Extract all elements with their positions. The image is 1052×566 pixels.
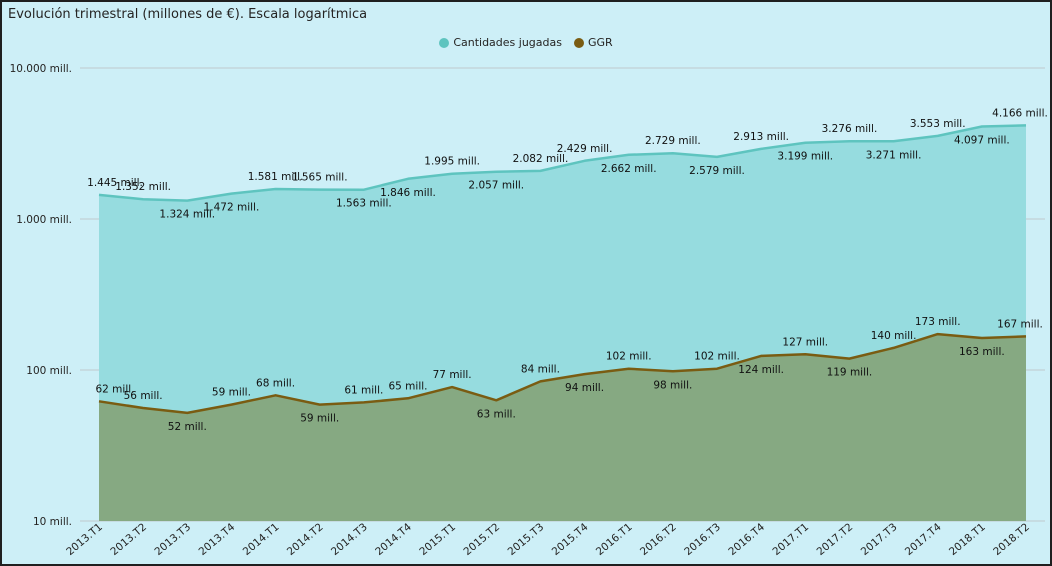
x-tick-label: 2013.T3 bbox=[152, 521, 193, 558]
x-tick-label: 2016.T4 bbox=[726, 521, 767, 558]
data-label-ggr: 127 mill. bbox=[782, 336, 828, 348]
data-label-cantidades-jugadas: 1.581 mill. bbox=[248, 171, 304, 183]
x-tick-label: 2016.T2 bbox=[638, 521, 679, 558]
x-tick-label: 2014.T1 bbox=[241, 521, 282, 558]
x-tick-label: 2016.T3 bbox=[682, 521, 723, 558]
legend-label-ggr: GGR bbox=[587, 36, 613, 49]
x-tick-label: 2015.T1 bbox=[417, 521, 458, 558]
data-label-cantidades-jugadas: 2.913 mill. bbox=[733, 131, 789, 143]
data-label-ggr: 65 mill. bbox=[388, 380, 427, 392]
data-label-ggr: 119 mill. bbox=[827, 367, 873, 379]
x-tick-label: 2014.T2 bbox=[285, 521, 326, 558]
x-tick-label: 2017.T3 bbox=[859, 521, 900, 558]
data-label-ggr: 62 mill. bbox=[95, 383, 134, 395]
data-label-cantidades-jugadas: 3.199 mill. bbox=[777, 151, 833, 163]
data-label-ggr: 124 mill. bbox=[738, 364, 784, 376]
legend-item-ggr[interactable]: GGR bbox=[573, 36, 613, 49]
y-tick-label: 10 mill. bbox=[33, 516, 72, 528]
area-ggr bbox=[99, 334, 1026, 521]
data-label-cantidades-jugadas: 1.352 mill. bbox=[115, 181, 171, 193]
x-tick-label: 2013.T4 bbox=[197, 521, 238, 558]
x-tick-label: 2014.T4 bbox=[373, 521, 414, 558]
data-label-cantidades-jugadas: 2.429 mill. bbox=[557, 143, 613, 155]
data-label-ggr: 77 mill. bbox=[433, 369, 472, 381]
x-tick-label: 2014.T3 bbox=[329, 521, 370, 558]
legend-swatch-cantidades bbox=[439, 37, 450, 48]
data-label-ggr: 167 mill. bbox=[997, 318, 1043, 330]
data-label-ggr: 61 mill. bbox=[344, 384, 383, 396]
data-label-cantidades-jugadas: 3.553 mill. bbox=[910, 118, 966, 130]
legend-swatch-ggr bbox=[573, 37, 584, 48]
data-label-ggr: 102 mill. bbox=[606, 351, 652, 363]
data-label-cantidades-jugadas: 1.995 mill. bbox=[424, 156, 480, 168]
line-cantidades-jugadas bbox=[98, 124, 1027, 202]
data-label-cantidades-jugadas: 4.097 mill. bbox=[954, 135, 1010, 147]
x-tick-label: 2017.T1 bbox=[770, 521, 811, 558]
data-label-ggr: 68 mill. bbox=[256, 377, 295, 389]
data-label-cantidades-jugadas: 4.166 mill. bbox=[992, 107, 1048, 119]
x-tick-label: 2015.T4 bbox=[550, 521, 591, 558]
data-label-cantidades-jugadas: 1.563 mill. bbox=[336, 198, 392, 210]
data-label-ggr: 84 mill. bbox=[521, 363, 560, 375]
y-tick-label: 10.000 mill. bbox=[10, 63, 72, 75]
data-label-cantidades-jugadas: 3.271 mill. bbox=[866, 149, 922, 161]
y-tick-label: 1.000 mill. bbox=[16, 214, 72, 226]
data-label-cantidades-jugadas: 1.445 mill. bbox=[87, 177, 143, 189]
data-label-ggr: 98 mill. bbox=[653, 379, 692, 391]
legend-label-cantidades: Cantidades jugadas bbox=[453, 36, 562, 49]
data-label-ggr: 59 mill. bbox=[300, 413, 339, 425]
x-tick-label: 2017.T4 bbox=[903, 521, 944, 558]
legend-item-cantidades[interactable]: Cantidades jugadas bbox=[439, 36, 562, 49]
x-tick-label: 2013.T2 bbox=[108, 521, 149, 558]
x-tick-label: 2018.T2 bbox=[991, 521, 1032, 558]
data-label-ggr: 173 mill. bbox=[915, 316, 961, 328]
data-label-ggr: 94 mill. bbox=[565, 382, 604, 394]
legend: Cantidades jugadas GGR bbox=[2, 36, 1050, 49]
data-label-cantidades-jugadas: 1.846 mill. bbox=[380, 187, 436, 199]
data-label-cantidades-jugadas: 1.324 mill. bbox=[159, 209, 215, 221]
data-label-cantidades-jugadas: 2.579 mill. bbox=[689, 165, 745, 177]
data-label-cantidades-jugadas: 2.729 mill. bbox=[645, 135, 701, 147]
data-label-ggr: 52 mill. bbox=[168, 421, 207, 433]
x-tick-label: 2017.T2 bbox=[815, 521, 856, 558]
data-label-ggr: 102 mill. bbox=[694, 351, 740, 363]
data-label-cantidades-jugadas: 2.057 mill. bbox=[468, 180, 524, 192]
x-tick-label: 2015.T2 bbox=[461, 521, 502, 558]
x-tick-label: 2018.T1 bbox=[947, 521, 988, 558]
data-label-cantidades-jugadas: 2.662 mill. bbox=[601, 163, 657, 175]
y-tick-label: 100 mill. bbox=[26, 365, 72, 377]
data-label-cantidades-jugadas: 2.082 mill. bbox=[513, 153, 569, 165]
x-tick-label: 2015.T3 bbox=[506, 521, 547, 558]
x-tick-label: 2016.T1 bbox=[594, 521, 635, 558]
data-label-cantidades-jugadas: 1.565 mill. bbox=[292, 172, 348, 184]
data-label-cantidades-jugadas: 3.276 mill. bbox=[822, 123, 878, 135]
data-label-cantidades-jugadas: 1.472 mill. bbox=[204, 202, 260, 214]
data-label-ggr: 63 mill. bbox=[477, 408, 516, 420]
chart-title: Evolución trimestral (millones de €). Es… bbox=[8, 7, 368, 22]
data-label-ggr: 140 mill. bbox=[871, 330, 917, 342]
data-label-ggr: 56 mill. bbox=[124, 390, 163, 402]
line-ggr bbox=[98, 332, 1027, 415]
data-label-ggr: 163 mill. bbox=[959, 346, 1005, 358]
data-label-ggr: 59 mill. bbox=[212, 387, 251, 399]
